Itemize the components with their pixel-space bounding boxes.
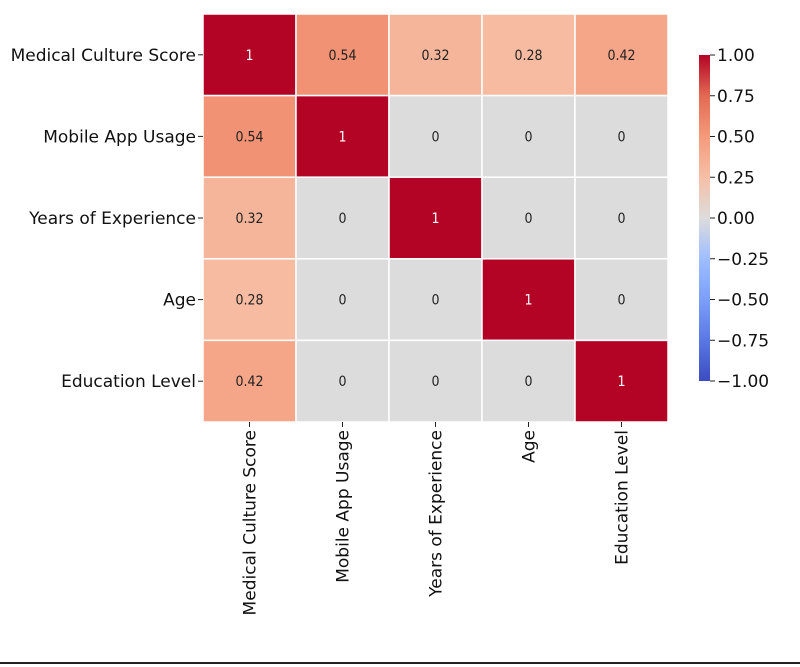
- heatmap-cell: [295, 339, 390, 423]
- cell-annotation: 0.54: [328, 48, 356, 64]
- row-label-medical-culture-score: Medical Culture Score: [11, 46, 196, 66]
- cell-annotation: 0: [524, 211, 532, 227]
- colorbar-tick-label: 1.00: [717, 46, 755, 66]
- column-label-medical-culture-score: Medical Culture Score: [241, 430, 261, 615]
- heatmap-cell: [574, 339, 669, 423]
- heatmap-cell: [388, 94, 483, 178]
- colorbar-tick-label: −0.75: [717, 331, 769, 351]
- heatmap-cell: [388, 258, 483, 342]
- heatmap-cell: [388, 13, 483, 97]
- colorbar-gradient: [699, 55, 710, 381]
- cell-annotation: 1: [338, 129, 346, 145]
- column-label-education-level: Education Level: [613, 430, 633, 565]
- cell-annotation: 1: [617, 374, 625, 390]
- cell-annotation: 0: [617, 211, 625, 227]
- column-label-mobile-app-usage: Mobile App Usage: [334, 430, 354, 583]
- cell-annotation: 0: [338, 211, 346, 227]
- colorbar-tick-label: −1.00: [717, 372, 769, 392]
- colorbar-tick-label: −0.50: [717, 291, 769, 311]
- heatmap-cell: [295, 13, 390, 97]
- cell-annotation: 0.32: [235, 211, 263, 227]
- colorbar-tick-label: 0.75: [717, 87, 755, 107]
- column-labels: Medical Culture Score Mobile App Usage Yea…: [241, 422, 633, 615]
- cell-annotation: 0: [431, 129, 439, 145]
- heatmap-cell: [481, 176, 576, 260]
- cell-annotation: 0.42: [235, 374, 263, 390]
- row-label-mobile-app-usage: Mobile App Usage: [43, 127, 196, 147]
- cell-annotation: 0: [338, 374, 346, 390]
- row-label-age: Age: [163, 291, 196, 311]
- heatmap-cell: [295, 258, 390, 342]
- cell-annotation: 0.54: [235, 129, 263, 145]
- cell-annotation: 0.28: [235, 293, 263, 309]
- cell-annotation: 0.42: [607, 48, 635, 64]
- colorbar: 1.00 0.75 0.50 0.25 0.00 −0.25 −0.50 −0.75 −1.00: [699, 46, 769, 392]
- heatmap-cell: [574, 258, 669, 342]
- cell-annotation: 1: [245, 48, 253, 64]
- cell-annotation: 0: [431, 374, 439, 390]
- row-label-years-of-experience: Years of Experience: [28, 209, 196, 229]
- heatmap-cell: [202, 339, 297, 423]
- heatmap-cell: [481, 258, 576, 342]
- bottom-border: [0, 662, 800, 664]
- cell-annotation: 1: [431, 211, 439, 227]
- row-label-education-level: Education Level: [61, 372, 196, 392]
- heatmap-cell: [574, 94, 669, 178]
- cell-annotation: 0: [524, 374, 532, 390]
- cell-annotation: 0: [617, 293, 625, 309]
- heatmap-cells: 1 0.54 0.32 0.28 0.42 0.54 1 0 0 0 0.32 0 1 0 0 0.28 0 0 1…: [202, 13, 669, 423]
- heatmap-cell: [295, 176, 390, 260]
- cell-annotation: 0.28: [514, 48, 542, 64]
- colorbar-tick-label: −0.25: [717, 250, 769, 270]
- cell-annotation: 0: [338, 293, 346, 309]
- cell-annotation: 0: [524, 129, 532, 145]
- colorbar-tick-label: 0.00: [717, 209, 755, 229]
- heatmap-cell: [388, 339, 483, 423]
- heatmap-cell: [202, 13, 297, 97]
- cell-annotation: 0: [617, 129, 625, 145]
- column-label-years-of-experience: Years of Experience: [427, 430, 447, 598]
- colorbar-tick-label: 0.25: [717, 168, 755, 188]
- colorbar-tick-label: 0.50: [717, 128, 755, 148]
- cell-annotation: 0.32: [421, 48, 449, 64]
- column-label-age: Age: [520, 430, 540, 463]
- row-labels: Medical Culture Score Mobile App Usage Yea…: [11, 46, 203, 392]
- cell-annotation: 0: [431, 293, 439, 309]
- cell-annotation: 1: [524, 293, 532, 309]
